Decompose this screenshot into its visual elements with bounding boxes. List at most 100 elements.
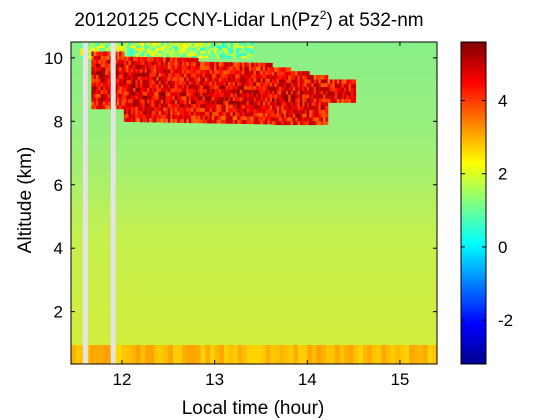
heatmap-cell — [313, 105, 317, 110]
heatmap-cell — [262, 112, 266, 117]
heatmap-cell — [262, 85, 266, 91]
heatmap-cell — [149, 114, 153, 119]
heatmap-cell — [156, 76, 160, 81]
heatmap-cell — [325, 94, 329, 99]
heatmap-cell — [279, 90, 282, 95]
heatmap-cell — [304, 78, 308, 84]
heatmap-cell — [327, 83, 331, 88]
heatmap-cell — [325, 120, 329, 126]
heatmap-cell — [211, 69, 215, 74]
heatmap-cell — [142, 95, 146, 100]
heatmap-cell — [274, 116, 278, 122]
heatmap-cell — [237, 77, 241, 83]
heatmap-cell — [269, 108, 273, 114]
heatmap-cell — [276, 82, 280, 88]
heatmap-cell — [241, 115, 245, 121]
heatmap-cell — [149, 83, 153, 89]
heatmap-cell — [218, 119, 222, 124]
heatmap-cell — [279, 67, 282, 72]
heatmap-cell — [140, 344, 146, 364]
heatmap-cell — [133, 102, 136, 107]
heatmap-cell — [219, 50, 223, 54]
y-tick-label: 8 — [54, 112, 63, 131]
heatmap-cell — [146, 83, 150, 89]
heatmap-cell — [133, 117, 136, 123]
heatmap-cell — [199, 45, 204, 49]
heatmap-cell — [170, 114, 174, 119]
heatmap-cell — [216, 81, 220, 86]
heatmap-cell — [267, 104, 271, 110]
heatmap-cell — [230, 42, 234, 44]
heatmap-cell — [219, 45, 223, 49]
heatmap-cell — [251, 89, 255, 94]
heatmap-cell — [238, 47, 242, 51]
heatmap-cell — [181, 72, 185, 78]
heatmap-cell — [230, 47, 234, 51]
heatmap-cell — [119, 74, 123, 79]
heatmap-cell — [156, 118, 160, 123]
heatmap-cell — [267, 78, 271, 83]
heatmap-cell — [350, 83, 354, 88]
heatmap-cell — [165, 76, 169, 81]
heatmap-cell — [297, 94, 301, 99]
heatmap-cell — [325, 82, 329, 88]
heatmap-cell — [316, 101, 319, 107]
heatmap-cell — [248, 89, 252, 94]
heatmap-cell — [348, 87, 352, 92]
heatmap-cell — [197, 103, 201, 108]
heatmap-cell — [156, 60, 160, 66]
heatmap-cell — [135, 87, 139, 92]
heatmap-cell — [221, 77, 225, 82]
heatmap-cell — [262, 104, 266, 110]
y-axis-label: Altitude (km) — [15, 147, 36, 254]
heatmap-cell — [235, 50, 240, 54]
heatmap-cell — [137, 75, 141, 81]
heatmap-cell — [130, 110, 134, 115]
heatmap-cell — [158, 55, 162, 59]
heatmap-cell — [146, 52, 151, 56]
heatmap-cell — [244, 108, 248, 113]
heatmap-cell — [267, 119, 271, 125]
heatmap-cell — [181, 84, 185, 89]
heatmap-cell — [262, 70, 266, 75]
heatmap-cell — [152, 50, 156, 54]
heatmap-cell — [160, 50, 165, 54]
heatmap-cell — [334, 94, 338, 100]
heatmap-cell — [281, 86, 285, 91]
heatmap-cell — [135, 68, 139, 73]
heatmap-cell — [251, 119, 255, 125]
heatmap-cell — [135, 72, 139, 77]
heatmap-cell — [269, 89, 273, 94]
heatmap-cell — [130, 42, 134, 44]
heatmap-cell — [235, 66, 238, 71]
heatmap-cell — [123, 98, 127, 103]
heatmap-cell — [165, 57, 169, 62]
heatmap-cell — [262, 93, 266, 98]
heatmap-cell — [153, 64, 157, 70]
heatmap-cell — [276, 78, 280, 84]
colorbar-tick-label: -2 — [498, 311, 513, 330]
heatmap-cell — [265, 74, 269, 79]
heatmap-cell — [316, 344, 322, 364]
heatmap-cell — [241, 104, 245, 109]
heatmap-cell — [172, 80, 176, 85]
heatmap-cell — [219, 47, 223, 51]
heatmap-cell — [197, 50, 201, 54]
heatmap-cell — [274, 120, 278, 126]
heatmap-cell — [247, 42, 251, 46]
heatmap-cell — [295, 105, 299, 110]
heatmap-cell — [325, 97, 329, 103]
heatmap-cell — [230, 107, 234, 113]
heatmap-cell — [316, 116, 319, 122]
heatmap-cell — [244, 73, 248, 79]
heatmap-cell — [318, 74, 322, 80]
heatmap-cell — [190, 103, 194, 108]
heatmap-cell — [209, 61, 213, 67]
heatmap-cell — [306, 94, 310, 99]
heatmap-cell — [238, 45, 242, 49]
heatmap-cell — [153, 118, 157, 123]
heatmap-cell — [272, 71, 275, 76]
heatmap-cell — [302, 105, 306, 110]
heatmap-cell — [177, 99, 181, 104]
heatmap-cell — [93, 85, 97, 91]
